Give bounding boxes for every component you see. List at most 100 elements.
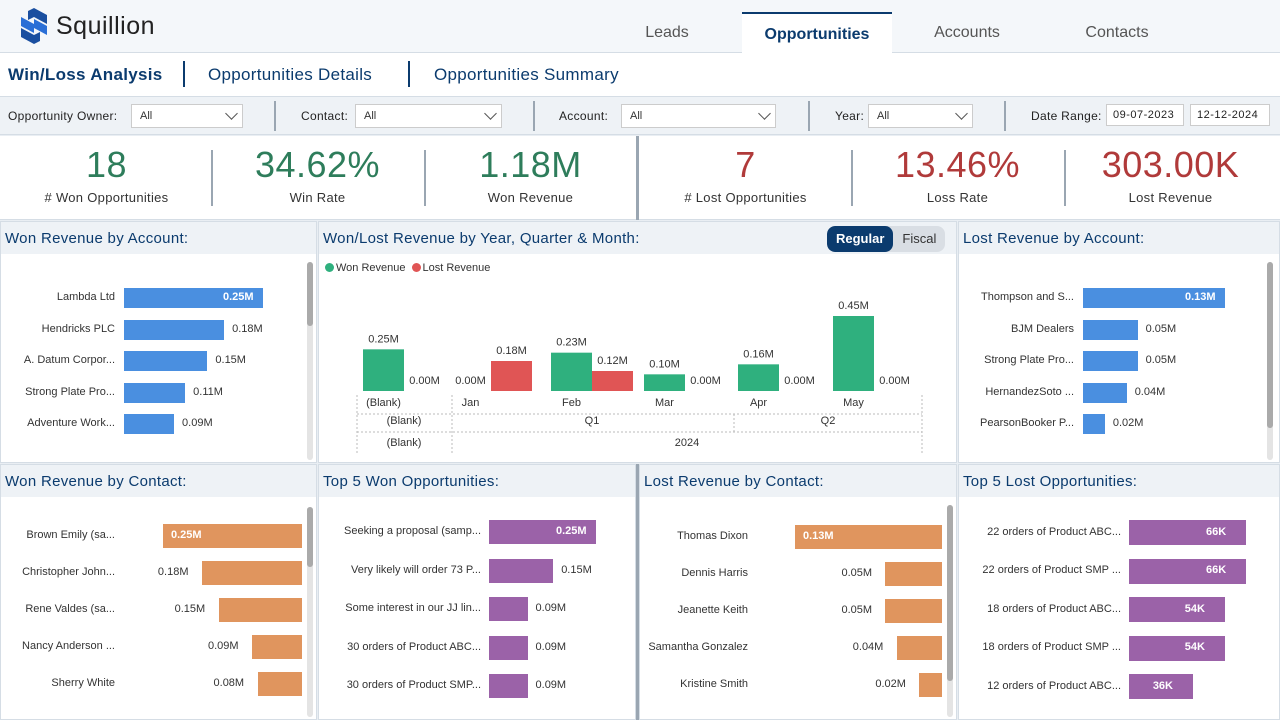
bar-label: Some interest in our JJ lin...	[345, 602, 481, 614]
kpi-label: Lost Revenue	[1128, 190, 1213, 205]
bar-label: Strong Plate Pro...	[984, 354, 1074, 366]
scrollbar[interactable]	[1267, 262, 1273, 460]
bar[interactable]	[1083, 319, 1138, 340]
won-bar[interactable]	[833, 316, 874, 391]
filter-bar: Opportunity Owner: All Contact: All Acco…	[0, 97, 1280, 135]
kpi-loss-rate: 13.46% Loss Rate	[851, 136, 1064, 205]
year-filter-value: All	[877, 110, 890, 122]
won-bar-label: 0.16M	[743, 348, 774, 360]
account-filter-select[interactable]: All	[621, 104, 776, 128]
lost-bar[interactable]	[491, 361, 532, 391]
tab-leads[interactable]: Leads	[645, 24, 689, 41]
subtab-opportunities-details[interactable]: Opportunities Details	[208, 65, 373, 84]
bar[interactable]	[885, 562, 942, 586]
account-filter-value: All	[630, 110, 643, 122]
bar-label: Thompson and S...	[981, 291, 1074, 303]
bar[interactable]	[257, 672, 302, 696]
scrollbar[interactable]	[947, 505, 953, 717]
date-from-input[interactable]: 09-07-2023	[1106, 104, 1184, 126]
bar-value: 0.15M	[215, 354, 246, 366]
won-bar[interactable]	[738, 364, 779, 391]
bar-label: Sherry White	[51, 677, 115, 689]
bar[interactable]	[218, 598, 302, 622]
bar[interactable]	[489, 597, 528, 621]
tab-opportunities[interactable]: Opportunities	[742, 12, 892, 54]
contact-filter-value: All	[364, 110, 377, 122]
lost-bar-label: 0.00M	[879, 375, 910, 387]
kpi-label: # Won Opportunities	[44, 190, 169, 205]
bar[interactable]	[885, 599, 942, 623]
bar[interactable]	[489, 674, 528, 698]
scrollbar-thumb[interactable]	[947, 505, 953, 681]
bar-label: 30 orders of Product SMP...	[346, 679, 481, 691]
year-filter-select[interactable]: All	[868, 104, 973, 128]
bar[interactable]	[124, 288, 263, 308]
bar[interactable]	[896, 636, 942, 660]
contact-filter-select[interactable]: All	[355, 104, 502, 128]
won-lost-trend-panel: Won/Lost Revenue by Year, Quarter & Mont…	[318, 221, 957, 463]
quarter-tick-label: Q2	[821, 415, 836, 427]
tab-contacts[interactable]: Contacts	[1085, 24, 1149, 41]
bar[interactable]	[489, 635, 528, 660]
won-bar[interactable]	[363, 349, 404, 391]
year-tick-label: 2024	[675, 437, 699, 449]
filter-divider	[1004, 101, 1006, 131]
bar[interactable]	[124, 414, 175, 434]
subtab-win-loss[interactable]: Win/Loss Analysis	[8, 65, 163, 84]
bar[interactable]	[1129, 635, 1225, 661]
sub-tabs: Win/Loss Analysis Opportunities Details …	[0, 53, 1280, 97]
bar[interactable]	[1083, 351, 1138, 371]
bar[interactable]	[124, 319, 225, 340]
legend-lost: Lost Revenue	[411, 262, 491, 274]
tab-accounts[interactable]: Accounts	[934, 24, 1000, 41]
owner-filter-select[interactable]: All	[131, 104, 243, 128]
panel-title: Lost Revenue by Account:	[959, 222, 1279, 254]
filter-divider	[274, 101, 276, 131]
subtab-opportunities-summary[interactable]: Opportunities Summary	[434, 65, 619, 84]
bar[interactable]	[124, 382, 186, 403]
bar[interactable]	[1083, 414, 1105, 434]
won-revenue-by-account-panel: Won Revenue by Account: Lambda Ltd 0.25M H…	[0, 221, 317, 463]
scrollbar[interactable]	[307, 262, 313, 460]
date-to-input[interactable]: 12-12-2024	[1190, 104, 1270, 126]
subtab-divider	[183, 61, 185, 87]
bar[interactable]	[1129, 674, 1193, 699]
bar-value: 0.09M	[182, 417, 213, 429]
bar-value: 0.25M	[556, 525, 587, 537]
bar[interactable]	[1129, 558, 1246, 584]
bar[interactable]	[1083, 288, 1225, 308]
bar[interactable]	[1083, 382, 1127, 403]
bar[interactable]	[489, 520, 596, 544]
bar[interactable]	[795, 525, 942, 549]
bar[interactable]	[919, 673, 942, 697]
kpi-label: Won Revenue	[487, 190, 574, 205]
bar[interactable]	[1129, 520, 1246, 545]
lost-bar-label: 0.00M	[409, 375, 440, 387]
toggle-fiscal[interactable]: Fiscal	[902, 231, 937, 246]
legend-won: Won Revenue	[325, 262, 406, 274]
scrollbar[interactable]	[307, 507, 313, 717]
won-bar[interactable]	[551, 352, 592, 391]
bar[interactable]	[489, 558, 554, 583]
scrollbar-thumb[interactable]	[307, 507, 313, 567]
lost-bar[interactable]	[592, 371, 633, 391]
toggle-regular[interactable]: Regular	[827, 226, 894, 252]
calendar-toggle[interactable]: Regular Fiscal	[827, 226, 946, 252]
bar-value: 66K	[1206, 564, 1227, 576]
scrollbar-thumb[interactable]	[1267, 262, 1273, 428]
kpi-value: 7	[735, 144, 756, 185]
bar-label: Brown Emily (sa...	[26, 529, 115, 541]
bar[interactable]	[201, 561, 302, 585]
won-bar-label: 0.10M	[649, 358, 680, 370]
quarter-tick-label: Q1	[585, 415, 600, 427]
bar[interactable]	[1129, 597, 1225, 622]
scrollbar-thumb[interactable]	[307, 262, 313, 326]
lost-bar-label: 0.00M	[690, 375, 721, 387]
won-bar[interactable]	[644, 374, 685, 391]
bar[interactable]	[163, 524, 302, 548]
legend-lost-label: Lost Revenue	[422, 262, 491, 274]
bar[interactable]	[124, 351, 208, 371]
year-filter-label: Year:	[835, 109, 865, 123]
bar[interactable]	[251, 635, 302, 659]
bar-label: 18 orders of Product ABC...	[987, 602, 1121, 615]
